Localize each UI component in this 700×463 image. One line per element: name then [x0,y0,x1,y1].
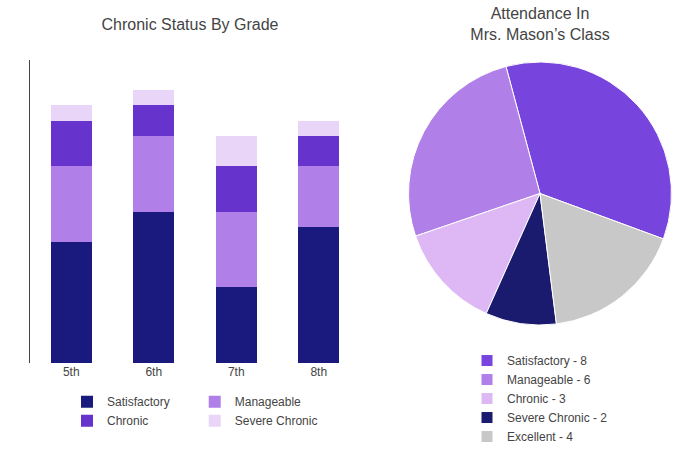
svg-text:Severe Chronic: Severe Chronic [235,414,318,428]
svg-text:8th: 8th [310,365,327,379]
svg-text:Chronic - 3: Chronic - 3 [507,392,566,406]
svg-text:Manageable: Manageable [235,395,301,409]
svg-text:Satisfactory - 8: Satisfactory - 8 [507,354,587,368]
svg-text:Chronic Status By Grade: Chronic Status By Grade [102,16,279,33]
svg-text:Excellent - 4: Excellent - 4 [507,430,573,444]
svg-text:Manageable - 6: Manageable - 6 [507,373,591,387]
svg-text:Severe Chronic - 2: Severe Chronic - 2 [507,411,607,425]
svg-text:5th: 5th [63,365,80,379]
svg-text:Chronic: Chronic [107,414,148,428]
svg-text:7th: 7th [228,365,245,379]
svg-text:Satisfactory: Satisfactory [107,395,170,409]
svg-text:Attendance InMrs. Mason’s Clas: Attendance InMrs. Mason’s Class [470,5,609,43]
svg-text:6th: 6th [145,365,162,379]
